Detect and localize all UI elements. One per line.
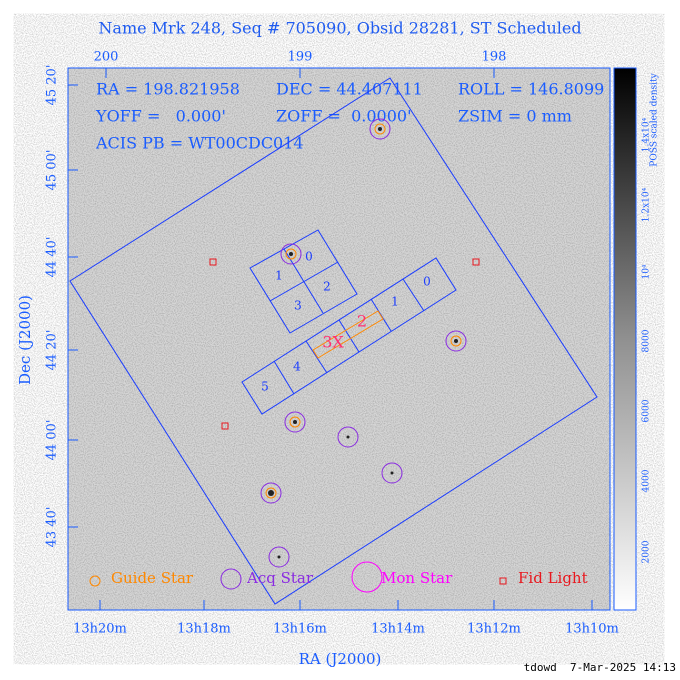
chip-label: 0 bbox=[305, 250, 313, 264]
colorbar-label: 10⁴ bbox=[642, 264, 652, 279]
bottom-tick-label: 13h10m bbox=[565, 622, 619, 637]
chip-label: 1 bbox=[391, 295, 399, 309]
chip-label: 0 bbox=[423, 275, 431, 289]
i-array bbox=[249, 229, 358, 334]
colorbar-label: 2000 bbox=[642, 540, 652, 563]
footer: tdowd 7-Mar-2025 14:13 bbox=[524, 661, 676, 674]
colorbar-label: 1.4x10⁴ bbox=[642, 117, 652, 152]
colorbar-label: 6000 bbox=[642, 399, 652, 422]
left-tick-label: 44 20' bbox=[45, 330, 60, 371]
colorbar-label: 1.2x10⁴ bbox=[642, 187, 652, 222]
chip-label: 5 bbox=[261, 380, 269, 394]
left-tick-label: 44 40' bbox=[45, 237, 60, 278]
left-axis-title: Dec (J2000) bbox=[16, 295, 34, 385]
info-acis: ACIS PB = WT00CDC014 bbox=[95, 134, 304, 153]
top-tick-label: 198 bbox=[482, 50, 507, 65]
colorbar-label: 4000 bbox=[642, 469, 652, 492]
s-array bbox=[241, 257, 457, 415]
legend-label: Acq Star bbox=[246, 569, 314, 587]
bottom-tick-label: 13h14m bbox=[371, 622, 425, 637]
info-zoff: ZOFF = 0.0000' bbox=[276, 107, 411, 126]
chip-label: 2 bbox=[323, 280, 331, 294]
chip-label: 3 bbox=[294, 299, 302, 313]
bottom-tick-label: 13h16m bbox=[273, 622, 327, 637]
info-roll: ROLL = 146.8099 bbox=[458, 80, 604, 99]
left-tick-label: 43 40' bbox=[45, 507, 60, 548]
bottom-tick-label: 13h20m bbox=[73, 622, 127, 637]
info-yoff: YOFF = 0.000' bbox=[95, 107, 226, 126]
field-outline bbox=[69, 77, 598, 605]
info-dec: DEC = 44.407111 bbox=[276, 80, 423, 99]
chip-label: 2 bbox=[357, 312, 367, 331]
legend-label: Fid Light bbox=[518, 569, 588, 587]
info-ra: RA = 198.821958 bbox=[96, 80, 240, 99]
left-tick-label: 45 20' bbox=[45, 65, 60, 106]
bottom-tick-label: 13h18m bbox=[177, 622, 231, 637]
info-zsim: ZSIM = 0 mm bbox=[458, 107, 572, 126]
chip-label: 3X bbox=[322, 333, 344, 352]
left-tick-label: 44 00' bbox=[45, 420, 60, 461]
bottom-tick-label: 13h12m bbox=[467, 622, 521, 637]
ticks bbox=[68, 68, 593, 610]
stars bbox=[209, 118, 480, 568]
colorbar-title: POSS scaled density bbox=[650, 72, 660, 166]
title: Name Mrk 248, Seq # 705090, Obsid 28281,… bbox=[98, 19, 581, 38]
plot-frame bbox=[67, 67, 611, 611]
chip-label: 4 bbox=[293, 360, 301, 374]
top-tick-label: 200 bbox=[94, 50, 119, 65]
legend-label: Guide Star bbox=[111, 569, 194, 587]
chip-label: 1 bbox=[275, 269, 283, 283]
colorbar-label: 8000 bbox=[642, 329, 652, 352]
left-tick-label: 45 00' bbox=[45, 150, 60, 191]
legend-label: Mon Star bbox=[381, 569, 453, 587]
sky-noise bbox=[68, 68, 610, 610]
bottom-axis-title: RA (J2000) bbox=[299, 650, 382, 668]
target-box bbox=[312, 310, 384, 359]
top-tick-label: 199 bbox=[288, 50, 313, 65]
legend bbox=[89, 561, 507, 593]
colorbar bbox=[613, 67, 637, 611]
